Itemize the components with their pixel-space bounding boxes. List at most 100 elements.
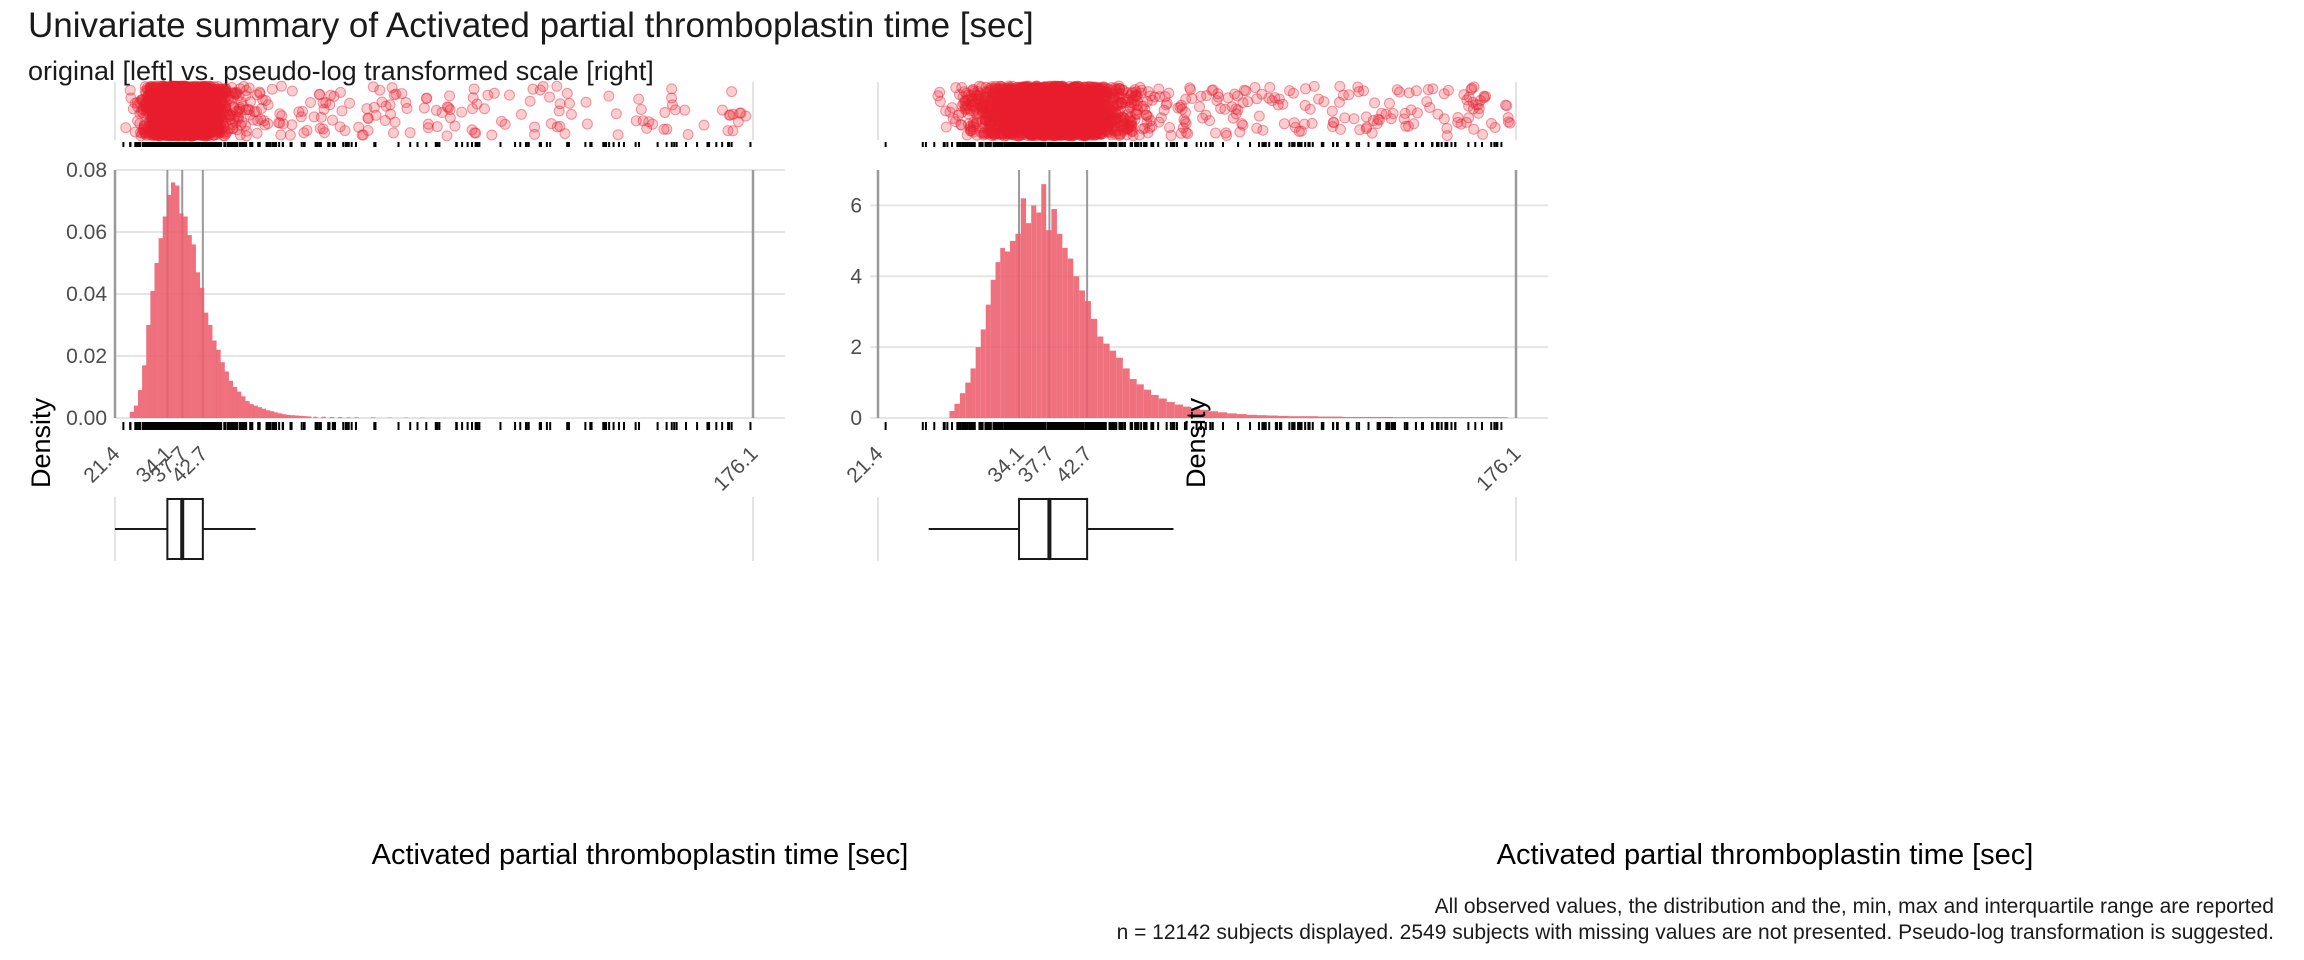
left-jitter-point	[187, 113, 199, 125]
left-jitter-point	[207, 116, 219, 128]
left-jitter-point	[181, 109, 193, 121]
left-histogram-bar	[175, 185, 180, 418]
left-jitter-point	[156, 98, 168, 110]
left-jitter-point	[188, 108, 200, 120]
left-jitter-point	[175, 102, 187, 114]
left-jitter-point	[138, 123, 150, 135]
left-jitter-point	[179, 130, 191, 142]
left-histogram-bar	[253, 405, 258, 418]
left-histogram-bar	[216, 349, 221, 418]
left-histogram-bar	[208, 325, 213, 418]
right-histogram-bar	[1497, 417, 1508, 418]
left-jitter-point	[196, 84, 208, 96]
left-jitter-point	[339, 125, 351, 137]
left-jitter-point	[162, 115, 174, 127]
left-jitter-point	[186, 87, 198, 99]
left-jitter-point	[178, 128, 190, 140]
left-histogram-bar	[220, 362, 225, 418]
left-jitter-point	[179, 94, 191, 106]
left-jitter-point	[647, 118, 659, 130]
right-histogram-bar	[1289, 416, 1301, 418]
left-jitter-point	[181, 116, 193, 128]
left-jitter-point	[466, 124, 478, 136]
left-jitter-point	[529, 128, 541, 140]
left-jitter-point	[326, 114, 338, 126]
left-jitter-point	[167, 115, 179, 127]
right-histogram-bar	[954, 403, 960, 418]
left-jitter-point	[191, 102, 203, 114]
left-histogram-bar	[371, 417, 376, 418]
left-jitter-point	[179, 89, 191, 101]
left-jitter-point	[151, 129, 163, 141]
left-jitter-point	[164, 80, 176, 92]
left-jitter-point	[164, 96, 176, 108]
left-histogram-bar	[282, 414, 287, 418]
left-jitter-point	[189, 105, 201, 117]
left-jitter-point	[191, 107, 203, 119]
left-jitter-point	[195, 119, 207, 131]
left-jitter-point	[192, 89, 204, 101]
right-histogram-bar	[1036, 212, 1042, 418]
left-jitter-point	[160, 103, 172, 115]
left-histogram-bar	[321, 416, 326, 418]
left-jitter-point	[158, 85, 170, 97]
left-y-tick-label: 0.06	[66, 221, 107, 244]
left-jitter-point	[201, 114, 213, 126]
right-histogram-bar	[1056, 233, 1063, 418]
left-jitter-point	[240, 85, 252, 97]
left-jitter-point	[227, 119, 239, 131]
left-x-tick-label: 176.1	[709, 442, 762, 495]
left-jitter-point	[388, 127, 400, 139]
left-jitter-point	[175, 85, 187, 97]
left-histogram-bar	[129, 411, 135, 418]
left-histogram-bar	[170, 182, 176, 418]
left-jitter-point	[551, 80, 563, 92]
right-histogram-bar	[1122, 368, 1130, 418]
left-jitter-point	[156, 122, 168, 134]
left-jitter-point	[244, 109, 256, 121]
left-jitter-point	[658, 123, 670, 135]
left-jitter-point	[160, 125, 172, 137]
left-jitter-point	[171, 81, 183, 93]
left-histogram-bar	[354, 417, 359, 418]
left-histogram-bar	[199, 287, 205, 418]
left-jitter-point	[727, 125, 739, 137]
left-jitter-point	[153, 115, 165, 127]
right-histogram-bar	[1041, 184, 1047, 418]
left-jitter-point	[155, 89, 167, 101]
left-reference-lines	[113, 82, 755, 561]
left-jitter-point	[666, 92, 678, 104]
right-histogram-bar	[1367, 416, 1394, 418]
left-histogram-bar	[154, 263, 159, 418]
right-histogram-bar	[1079, 290, 1085, 418]
left-jitter-point	[175, 82, 187, 94]
left-jitter-point	[190, 93, 202, 105]
left-jitter-point	[208, 88, 220, 100]
left-jitter-point	[669, 104, 681, 116]
left-histogram-bar	[329, 417, 335, 418]
left-jitter-point	[610, 108, 622, 120]
left-jitter-point	[197, 83, 209, 95]
left-jitter-point	[195, 84, 207, 96]
right-histogram-bar	[1097, 336, 1104, 418]
right-histogram-bar	[1084, 301, 1091, 418]
left-jitter-point	[496, 115, 508, 127]
left-jitter-point	[147, 99, 159, 111]
left-histogram-bar	[313, 416, 318, 418]
left-jitter-point	[172, 90, 184, 102]
right-histogram-bar	[1010, 240, 1016, 418]
left-jitter-point	[157, 101, 169, 113]
right-histogram-bar	[1318, 416, 1343, 418]
left-jitter-point	[186, 113, 198, 125]
left-jitter-point	[324, 99, 336, 111]
left-jitter-point	[173, 95, 185, 107]
left-jitter-point	[192, 124, 204, 136]
left-jitter-point	[171, 100, 183, 112]
left-histogram-bar	[269, 411, 275, 418]
left-jitter-point	[165, 98, 177, 110]
left-jitter-point	[170, 101, 182, 113]
left-jitter-point	[344, 97, 356, 109]
right-histogram-bar	[949, 410, 955, 418]
left-jitter-point	[191, 113, 203, 125]
left-y-tick-label: 0.08	[66, 159, 107, 182]
